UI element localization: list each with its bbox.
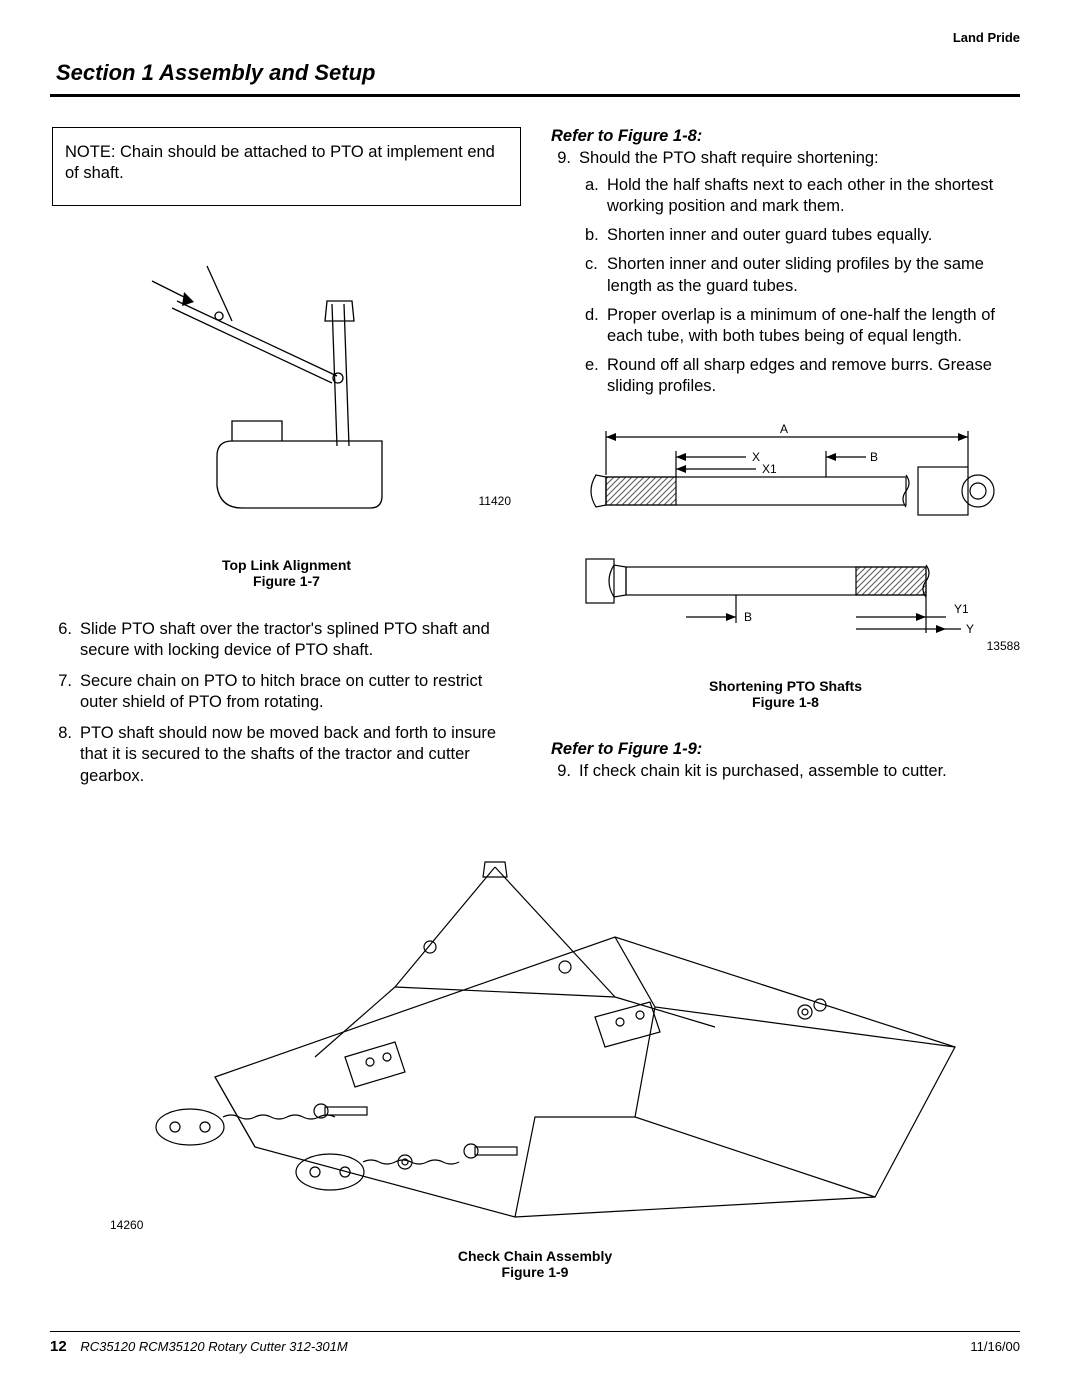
list-item: d.Proper overlap is a minimum of one-hal… bbox=[579, 305, 1020, 347]
refer-heading-1-9: Refer to Figure 1-9: bbox=[551, 740, 1020, 759]
dim-y1-label: Y1 bbox=[954, 602, 969, 616]
sub-letter: e. bbox=[579, 355, 607, 397]
right-column: Refer to Figure 1-8: 9. Should the PTO s… bbox=[551, 127, 1020, 797]
footer-date: 11/16/00 bbox=[970, 1339, 1020, 1354]
sub-text: Proper overlap is a minimum of one-half … bbox=[607, 305, 1020, 347]
refer-heading-1-8: Refer to Figure 1-8: bbox=[551, 127, 1020, 146]
figure-1-9-label: Figure 1-9 bbox=[50, 1264, 1020, 1280]
dim-b-bot-label: B bbox=[744, 610, 752, 624]
list-item: 9. Should the PTO shaft require shorteni… bbox=[551, 148, 1020, 405]
section-title: Section 1 Assembly and Setup bbox=[56, 60, 1020, 86]
dim-x-label: X bbox=[752, 450, 760, 464]
figure-1-9: 14260 Check Chain Assembly Figure 1-9 bbox=[50, 817, 1020, 1280]
figure-1-7: 11420 Top Link Alignment Figure 1-7 bbox=[52, 246, 521, 589]
right-step-9b: 9. If check chain kit is purchased, asse… bbox=[551, 761, 1020, 782]
two-column-layout: NOTE: Chain should be attached to PTO at… bbox=[50, 127, 1020, 797]
figure-1-8: A X X1 B B Y1 Y 13588 Shortening PTO Sha… bbox=[551, 417, 1020, 710]
sub-letter: a. bbox=[579, 175, 607, 217]
figure-1-9-svg bbox=[95, 817, 975, 1237]
sub-text: Shorten inner and outer guard tubes equa… bbox=[607, 225, 1020, 246]
figure-1-9-caption: Check Chain Assembly Figure 1-9 bbox=[50, 1248, 1020, 1280]
dim-x1-label: X1 bbox=[762, 462, 777, 476]
dim-b-top-label: B bbox=[870, 450, 878, 464]
page-number: 12 bbox=[50, 1338, 67, 1355]
step-text: Should the PTO shaft require shortening:… bbox=[579, 148, 1020, 405]
figure-1-8-refnum: 13588 bbox=[987, 639, 1020, 653]
step-number: 6. bbox=[52, 619, 80, 661]
left-column: NOTE: Chain should be attached to PTO at… bbox=[50, 127, 521, 797]
step-number: 9. bbox=[551, 148, 579, 405]
step-text: PTO shaft should now be moved back and f… bbox=[80, 723, 521, 786]
figure-1-7-caption: Top Link Alignment Figure 1-7 bbox=[52, 557, 521, 589]
figure-1-8-title: Shortening PTO Shafts bbox=[709, 678, 862, 694]
figure-1-9-refnum: 14260 bbox=[110, 1218, 143, 1232]
footer-rule bbox=[50, 1331, 1020, 1332]
list-item: 6. Slide PTO shaft over the tractor's sp… bbox=[52, 619, 521, 661]
footer-left: 12 RC35120 RCM35120 Rotary Cutter 312-30… bbox=[50, 1338, 348, 1355]
note-box: NOTE: Chain should be attached to PTO at… bbox=[52, 127, 521, 206]
list-item: a.Hold the half shafts next to each othe… bbox=[579, 175, 1020, 217]
list-item: e.Round off all sharp edges and remove b… bbox=[579, 355, 1020, 397]
figure-1-7-svg bbox=[122, 246, 452, 546]
sub-letter: b. bbox=[579, 225, 607, 246]
list-item: 9. If check chain kit is purchased, asse… bbox=[551, 761, 1020, 782]
right-step-9: 9. Should the PTO shaft require shorteni… bbox=[551, 148, 1020, 405]
list-item: 7. Secure chain on PTO to hitch brace on… bbox=[52, 671, 521, 713]
list-item: 8. PTO shaft should now be moved back an… bbox=[52, 723, 521, 786]
left-steps-list: 6. Slide PTO shaft over the tractor's sp… bbox=[52, 619, 521, 787]
figure-1-7-title: Top Link Alignment bbox=[222, 557, 351, 573]
sub-letter: c. bbox=[579, 254, 607, 296]
step-9-lead: Should the PTO shaft require shortening: bbox=[579, 149, 879, 167]
page-footer: 12 RC35120 RCM35120 Rotary Cutter 312-30… bbox=[50, 1331, 1020, 1355]
step-text: Slide PTO shaft over the tractor's splin… bbox=[80, 619, 521, 661]
figure-1-7-refnum: 11420 bbox=[479, 494, 511, 508]
list-item: b.Shorten inner and outer guard tubes eq… bbox=[579, 225, 1020, 246]
figure-1-8-label: Figure 1-8 bbox=[551, 694, 1020, 710]
sub-text: Shorten inner and outer sliding profiles… bbox=[607, 254, 1020, 296]
dim-y-label: Y bbox=[966, 622, 974, 636]
figure-1-8-caption: Shortening PTO Shafts Figure 1-8 bbox=[551, 678, 1020, 710]
dim-a-label: A bbox=[779, 422, 787, 436]
doc-id: RC35120 RCM35120 Rotary Cutter 312-301M bbox=[80, 1339, 347, 1354]
step-number: 8. bbox=[52, 723, 80, 786]
step-number: 9. bbox=[551, 761, 579, 782]
sub-letter: d. bbox=[579, 305, 607, 347]
sub-text: Round off all sharp edges and remove bur… bbox=[607, 355, 1020, 397]
step-text: Secure chain on PTO to hitch brace on cu… bbox=[80, 671, 521, 713]
step-9-sublist: a.Hold the half shafts next to each othe… bbox=[579, 175, 1020, 397]
figure-1-8-svg: A X X1 B B Y1 Y bbox=[566, 417, 1006, 667]
step-number: 7. bbox=[52, 671, 80, 713]
list-item: c.Shorten inner and outer sliding profil… bbox=[579, 254, 1020, 296]
figure-1-9-title: Check Chain Assembly bbox=[458, 1248, 612, 1264]
sub-text: Hold the half shafts next to each other … bbox=[607, 175, 1020, 217]
brand-text: Land Pride bbox=[953, 30, 1020, 45]
figure-1-7-label: Figure 1-7 bbox=[52, 573, 521, 589]
header-rule-thick bbox=[50, 94, 1020, 97]
step-text: If check chain kit is purchased, assembl… bbox=[579, 761, 1020, 782]
